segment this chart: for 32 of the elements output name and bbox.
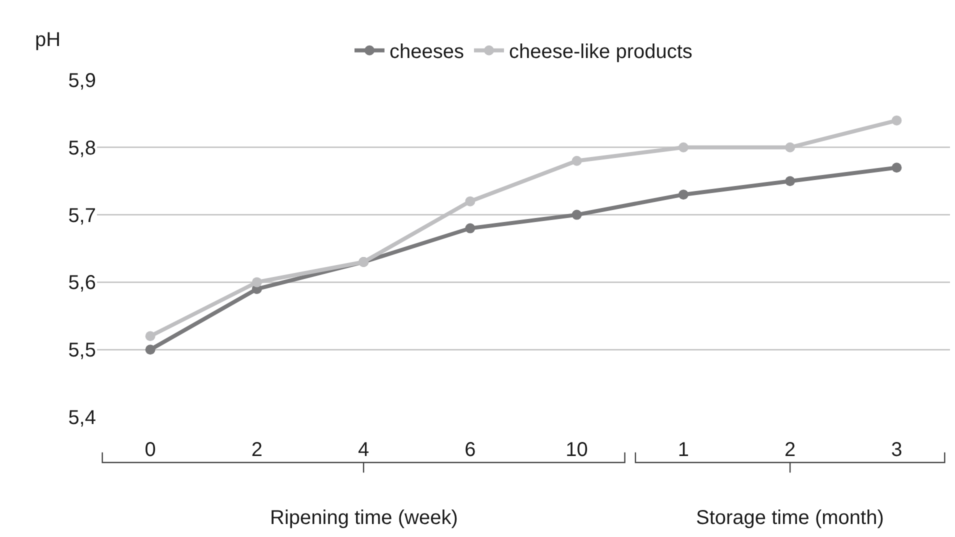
x-tick-label: 1 [678, 439, 690, 461]
y-tick-label: 5,9 [68, 70, 96, 92]
x-tick-label: 2 [784, 439, 796, 461]
point [678, 142, 688, 152]
y-tick-label: 5,7 [68, 204, 96, 227]
legend-label: cheeses [390, 41, 464, 64]
y-tick-label: 5,6 [68, 272, 96, 294]
point [145, 344, 156, 355]
x-tick-label: 4 [358, 439, 370, 461]
x-tick-label: 10 [566, 439, 588, 461]
point [785, 142, 796, 152]
text: Ripening time (week) [270, 507, 458, 529]
y-axis-title: pH [35, 29, 61, 51]
point [465, 196, 476, 206]
point [465, 223, 476, 234]
point [678, 190, 688, 200]
x-tick-label: 3 [891, 439, 902, 461]
point [145, 331, 156, 342]
legend-label: cheese-like products [509, 41, 692, 64]
point [892, 162, 902, 173]
y-tick-label: 5,4 [68, 407, 96, 429]
point [892, 115, 902, 126]
point [572, 156, 582, 166]
point [252, 277, 262, 288]
point [572, 210, 582, 220]
x-tick-label: 0 [144, 439, 156, 461]
x-tick-label: 2 [251, 439, 263, 461]
point [785, 176, 796, 186]
y-tick-label: 5,5 [68, 340, 96, 362]
y-tick-label: 5,8 [68, 137, 96, 160]
x-tick-label: 6 [464, 439, 476, 461]
text: Storage time (month) [696, 507, 884, 529]
